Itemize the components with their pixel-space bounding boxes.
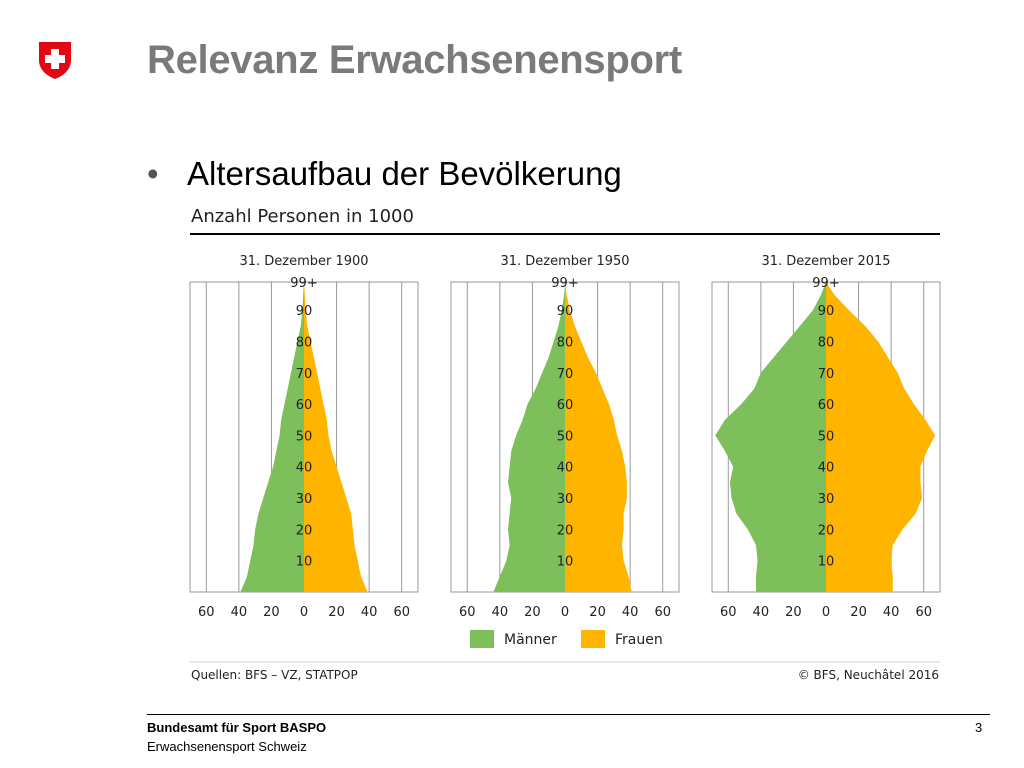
bar-men-series	[493, 282, 565, 592]
x-tick-label: 60	[459, 605, 476, 620]
age-tick-label: 80	[818, 335, 835, 350]
age-tick-label: 30	[557, 492, 574, 507]
bar-women-series	[304, 282, 368, 592]
age-tick-label: 20	[557, 523, 574, 538]
x-tick-label: 20	[328, 605, 345, 620]
age-tick-label: 90	[557, 304, 574, 319]
age-tick-label: 70	[296, 367, 313, 382]
x-tick-label: 60	[198, 605, 215, 620]
swiss-cross-shield-icon	[37, 40, 73, 80]
bar-men-series	[240, 282, 304, 592]
bullet-text: Altersaufbau der Bevölkerung	[187, 155, 622, 192]
x-tick-label: 40	[492, 605, 509, 620]
legend-swatch-frauen	[581, 630, 605, 648]
bar-women-series	[565, 282, 632, 592]
bullet-dot: •	[147, 155, 159, 192]
footer-divider	[147, 714, 990, 715]
age-tick-label: 30	[818, 492, 835, 507]
x-tick-label: 40	[622, 605, 639, 620]
x-tick-label: 40	[753, 605, 770, 620]
legend-label-maenner: Männer	[504, 632, 557, 648]
age-tick-label: 10	[557, 555, 574, 570]
footer-org: Bundesamt für Sport BASPO	[147, 720, 327, 735]
x-tick-label: 0	[822, 605, 830, 620]
age-tick-label: 40	[296, 461, 313, 476]
panel-heading: 31. Dezember 1900	[239, 254, 368, 269]
x-tick-label: 20	[785, 605, 802, 620]
age-tick-label: 50	[818, 429, 835, 444]
age-tick-label: 20	[818, 523, 835, 538]
age-tick-label: 80	[296, 335, 313, 350]
population-pyramid-chart: Anzahl Personen in 1000 31. Dezember 190…	[189, 206, 941, 682]
age-tick-label: 90	[818, 304, 835, 319]
age-tick-label: 30	[296, 492, 313, 507]
source-left: Quellen: BFS – VZ, STATPOP	[191, 668, 358, 682]
legend-swatch-maenner	[470, 630, 494, 648]
age-tick-label: 10	[296, 555, 313, 570]
age-tick-label: 40	[818, 461, 835, 476]
x-tick-label: 40	[883, 605, 900, 620]
age-tick-label: 99+	[812, 276, 839, 291]
source-right: © BFS, Neuchâtel 2016	[798, 668, 939, 682]
x-tick-label: 20	[524, 605, 541, 620]
age-tick-label: 99+	[290, 276, 317, 291]
x-tick-label: 20	[263, 605, 280, 620]
x-tick-label: 20	[850, 605, 867, 620]
x-tick-label: 20	[589, 605, 606, 620]
bullet-item: • Altersaufbau der Bevölkerung	[147, 155, 622, 193]
age-tick-label: 50	[557, 429, 574, 444]
age-tick-label: 70	[818, 367, 835, 382]
age-tick-label: 99+	[551, 276, 578, 291]
age-tick-label: 90	[296, 304, 313, 319]
population-pyramid-figure: Anzahl Personen in 1000 31. Dezember 190…	[184, 200, 944, 690]
age-tick-label: 80	[557, 335, 574, 350]
age-tick-label: 10	[818, 555, 835, 570]
age-tick-label: 60	[818, 398, 835, 413]
bar-women-series	[826, 282, 936, 592]
age-tick-label: 60	[557, 398, 574, 413]
chart-title: Anzahl Personen in 1000	[191, 206, 414, 227]
x-tick-label: 60	[915, 605, 932, 620]
age-tick-label: 60	[296, 398, 313, 413]
page-number: 3	[975, 720, 983, 735]
x-tick-label: 0	[300, 605, 308, 620]
x-tick-label: 40	[231, 605, 248, 620]
x-tick-label: 60	[720, 605, 737, 620]
footer-subtitle: Erwachsenensport Schweiz	[147, 739, 307, 754]
x-tick-label: 60	[393, 605, 410, 620]
age-tick-label: 20	[296, 523, 313, 538]
age-tick-label: 70	[557, 367, 574, 382]
slide-title: Relevanz Erwachsenensport	[147, 38, 682, 82]
x-tick-label: 60	[654, 605, 671, 620]
panel-heading: 31. Dezember 1950	[500, 254, 629, 269]
age-tick-label: 40	[557, 461, 574, 476]
age-tick-label: 50	[296, 429, 313, 444]
panel-heading: 31. Dezember 2015	[761, 254, 890, 269]
legend-label-frauen: Frauen	[615, 632, 663, 648]
x-tick-label: 0	[561, 605, 569, 620]
x-tick-label: 40	[361, 605, 378, 620]
bar-men-series	[715, 282, 826, 592]
